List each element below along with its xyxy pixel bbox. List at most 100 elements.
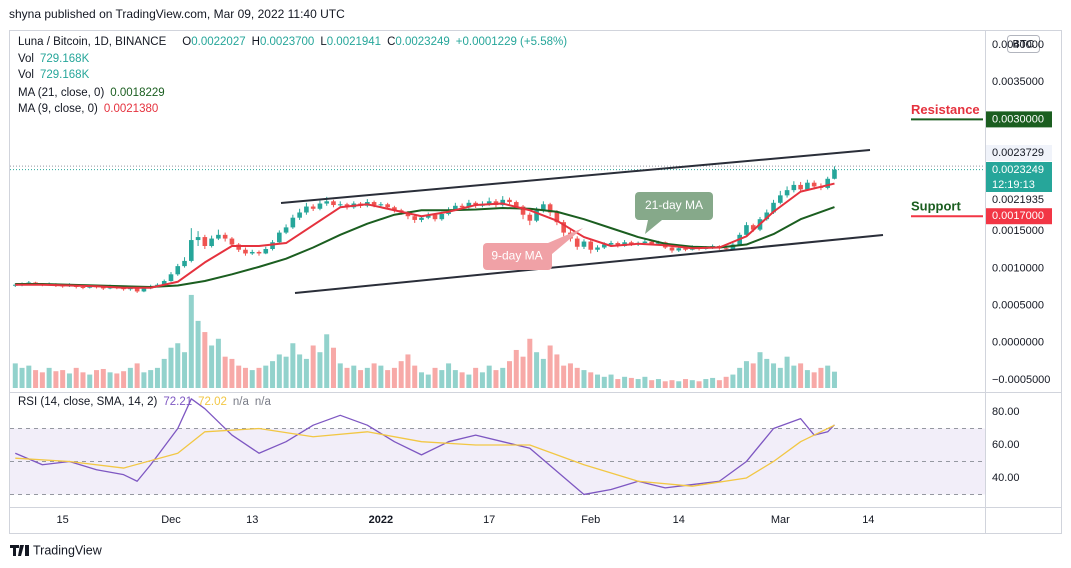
candle-body [683,248,688,250]
volume-bar [60,370,66,388]
volume-bar [777,367,783,388]
x-tick-label: 2022 [369,514,393,526]
volume-bar [473,367,479,388]
rsi-value: 72.21 [163,396,192,408]
volume-bar [175,343,181,388]
callout-text: 9-day MA [491,249,542,263]
legend-volume: Vol 729.168K [18,69,90,81]
candle-body [811,182,817,187]
volume-bar [66,373,72,388]
volume-bar [114,373,120,388]
y-tick-label: 0.0015000 [992,225,1044,237]
candle-body [100,286,106,289]
candle-body [744,225,749,235]
callout-pointer [645,220,662,234]
value: 729.168K [40,53,90,65]
volume-bar [303,358,309,388]
candle-body [676,248,682,251]
candle-body [601,244,607,248]
candle-body [304,206,309,213]
candle-body [392,207,397,211]
volume-bar [628,377,634,388]
line [15,424,835,487]
volume-bar [425,374,431,388]
candle-body [412,216,418,220]
candle-body [202,237,208,247]
volume-bar [283,356,289,388]
volume-bar [635,379,641,388]
candle-body [182,260,187,267]
volume-bar [53,371,59,388]
candle-body [500,199,506,206]
price-badge [986,177,1052,193]
volume-bar [405,354,411,388]
mask [0,31,9,533]
ohlc-key: H [252,36,260,48]
volume-bar [811,372,817,388]
volume-bar [588,372,594,388]
volume-bar [554,354,560,388]
volume-bar [791,365,797,388]
candle-body [134,286,140,292]
price-badge [986,162,1052,178]
candle-body [371,202,377,206]
volume-bar [446,363,452,388]
frame [9,30,1062,534]
volume-bar [154,367,160,388]
trend-line [280,149,871,204]
volume-bar [547,345,553,388]
ohlc-key: C [387,36,395,48]
currency-badge [1007,35,1040,53]
candle-body [331,201,336,206]
volume-bar [696,381,702,388]
volume-bar [737,367,743,388]
volume-bar [324,334,330,388]
volume-bar [398,361,404,388]
trend-line [294,234,884,294]
legend-title: Luna / Bitcoin, 1D, BINANCE O0.0022027 H0.… [18,36,567,48]
value: 729.168K [40,69,90,81]
candle-body [141,288,147,292]
callout: 21-day MA [635,192,713,234]
volume-bar [229,358,235,388]
volume-bar [371,363,377,388]
byline: shyna published on TradingView.com, Mar … [9,7,345,21]
line [15,398,835,496]
volume-bar [310,345,316,388]
y-tick-label: −0.0005000 [992,374,1050,386]
volume-bar [121,371,127,388]
candle-body [642,241,648,244]
candle-body [669,247,675,251]
line [15,182,835,289]
volume-bar [527,338,533,388]
volume-bar [669,380,675,388]
volume-bar [784,356,790,388]
footer-text: TradingView [33,543,103,557]
footer: TradingView [10,543,103,557]
candle-body [317,203,323,209]
plot [10,165,985,496]
volume-bar [486,365,492,388]
candle-body [561,222,566,233]
symbol: Luna / Bitcoin, 1D, BINANCE [18,36,167,48]
volume-bar [804,370,810,388]
volume-bar [209,345,215,388]
candle-body [439,213,445,220]
candle-body [425,214,431,218]
volume-bar [351,365,357,388]
candle-body [764,212,770,220]
legend-ma: MA (9, close, 0) 0.0021380 [18,103,158,115]
volume-bar [459,372,465,388]
level-badge [986,111,1052,128]
candle-body [486,201,492,205]
volume-bar [452,370,458,388]
candle-body [290,217,296,228]
volume-bar [337,363,343,388]
volume-bar [750,363,756,388]
label: Vol [18,53,34,65]
volume-bar [595,374,601,388]
volume-bar [567,363,573,388]
volume-bar [168,347,174,388]
candle-body [310,206,316,209]
